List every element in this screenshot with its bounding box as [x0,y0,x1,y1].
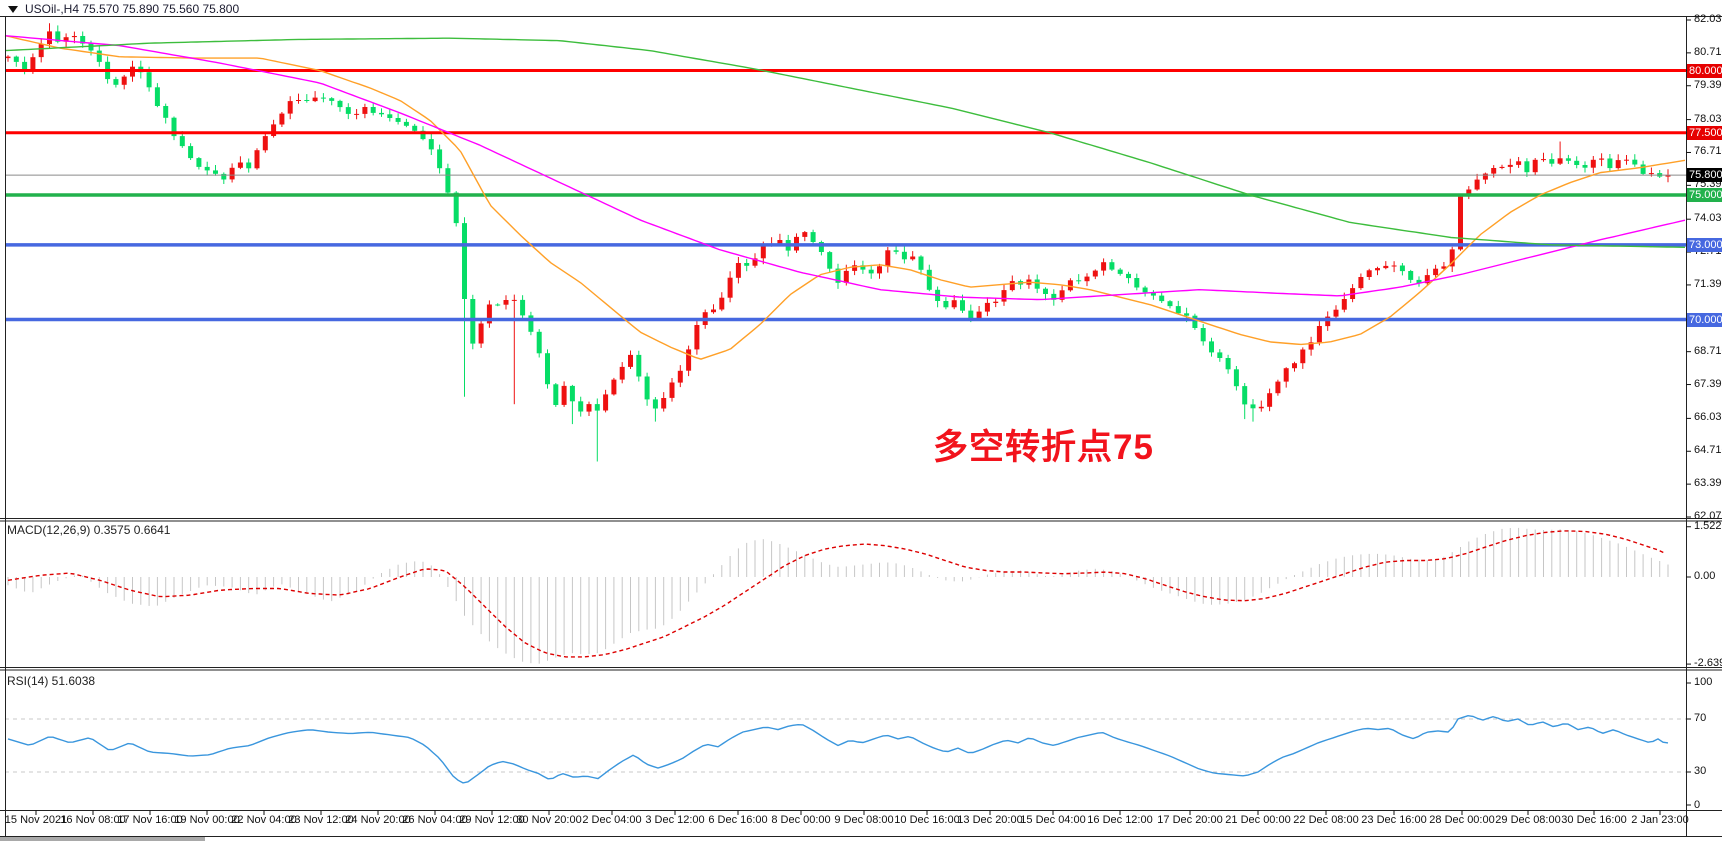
time-axis-label: 6 Dec 16:00 [708,814,768,826]
price-tick-label: 74.030 [1694,212,1722,225]
macd-axis-label: 1.5227 [1694,519,1722,532]
time-axis-label: 2 Jan 23:00 [1631,814,1689,826]
time-axis-label: 8 Dec 00:00 [771,814,831,826]
horizontal-scrollbar-thumb[interactable] [0,837,205,841]
time-axis-label: 24 Nov 20:00 [345,814,411,826]
level-badge-73: 73.000 [1687,237,1722,252]
price-tick-label: 79.390 [1694,78,1722,91]
price-tick-label: 78.030 [1694,112,1722,125]
time-axis-label: 17 Dec 20:00 [1157,814,1223,826]
time-axis-label: 30 Dec 16:00 [1561,814,1627,826]
price-tick-label: 67.390 [1694,377,1722,390]
time-axis-label: 23 Nov 12:00 [288,814,354,826]
time-axis-label: 15 Nov 2021 [4,814,68,826]
price-tick-label: 66.030 [1694,411,1722,424]
price-tick-label: 80.710 [1694,45,1722,58]
time-axis-label: 21 Dec 00:00 [1225,814,1291,826]
symbol-dropdown-icon[interactable] [8,6,18,14]
time-axis-label: 29 Nov 12:00 [459,814,525,826]
rsi-axis-label: 70 [1694,712,1707,724]
symbol-header: USOil-,H4 75.570 75.890 75.560 75.800 [8,2,239,16]
price-tick-label: 63.390 [1694,477,1722,490]
macd-indicator-label: MACD(12,26,9) 0.3575 0.6641 [7,523,171,537]
price-tick-label: 64.710 [1694,444,1722,457]
current-price-badge: 75.800 [1687,168,1722,183]
time-axis-label: 16 Nov 08:00 [60,814,126,826]
time-axis-label: 10 Dec 16:00 [894,814,960,826]
symbol-ohlc-text: USOil-,H4 75.570 75.890 75.560 75.800 [25,2,240,16]
chart-annotation-text: 多空转折点75 [933,428,1154,467]
price-tick-label: 62.070 [1694,510,1722,522]
time-axis-label: 2 Dec 04:00 [582,814,642,826]
time-axis-label: 9 Dec 08:00 [834,814,894,826]
time-axis-label: 19 Nov 00:00 [174,814,240,826]
price-tick-label: 68.710 [1694,344,1722,357]
rsi-axis-label: 0 [1694,799,1701,811]
level-badge-80: 80.000 [1687,63,1722,78]
time-axis-label: 3 Dec 12:00 [645,814,705,826]
level-badge-77-5: 77.500 [1687,125,1722,140]
time-axis-label: 26 Nov 04:00 [402,814,468,826]
time-axis-label: 29 Dec 08:00 [1495,814,1561,826]
time-axis-label: 15 Dec 04:00 [1020,814,1086,826]
rsi-axis-label: 30 [1694,765,1707,777]
time-axis-label: 23 Dec 16:00 [1361,814,1427,826]
price-tick-label: 82.030 [1694,13,1722,25]
level-badge-70: 70.000 [1687,312,1722,327]
level-badge-75: 75.000 [1687,188,1722,203]
time-axis-label: 16 Dec 12:00 [1087,814,1153,826]
time-axis-label: 28 Dec 00:00 [1429,814,1495,826]
price-tick-label: 76.710 [1694,145,1722,158]
rsi-indicator-label: RSI(14) 51.6038 [7,674,96,688]
rsi-axis-label: 100 [1694,676,1713,688]
time-axis-label: 17 Nov 16:00 [117,814,183,826]
time-axis-label: 22 Dec 08:00 [1293,814,1359,826]
macd-axis-label: -2.6392 [1694,657,1722,670]
time-axis-label: 30 Nov 20:00 [516,814,582,826]
macd-axis-label: 0.00 [1694,570,1716,582]
price-tick-label: 71.390 [1694,277,1722,290]
time-axis-label: 13 Dec 20:00 [957,814,1023,826]
time-axis-label: 22 Nov 04:00 [231,814,297,826]
